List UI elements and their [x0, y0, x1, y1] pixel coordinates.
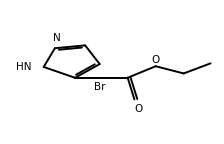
Text: O: O [134, 104, 142, 114]
Text: N: N [53, 33, 61, 43]
Text: O: O [152, 55, 160, 65]
Text: Br: Br [94, 82, 106, 92]
Text: HN: HN [16, 62, 31, 72]
